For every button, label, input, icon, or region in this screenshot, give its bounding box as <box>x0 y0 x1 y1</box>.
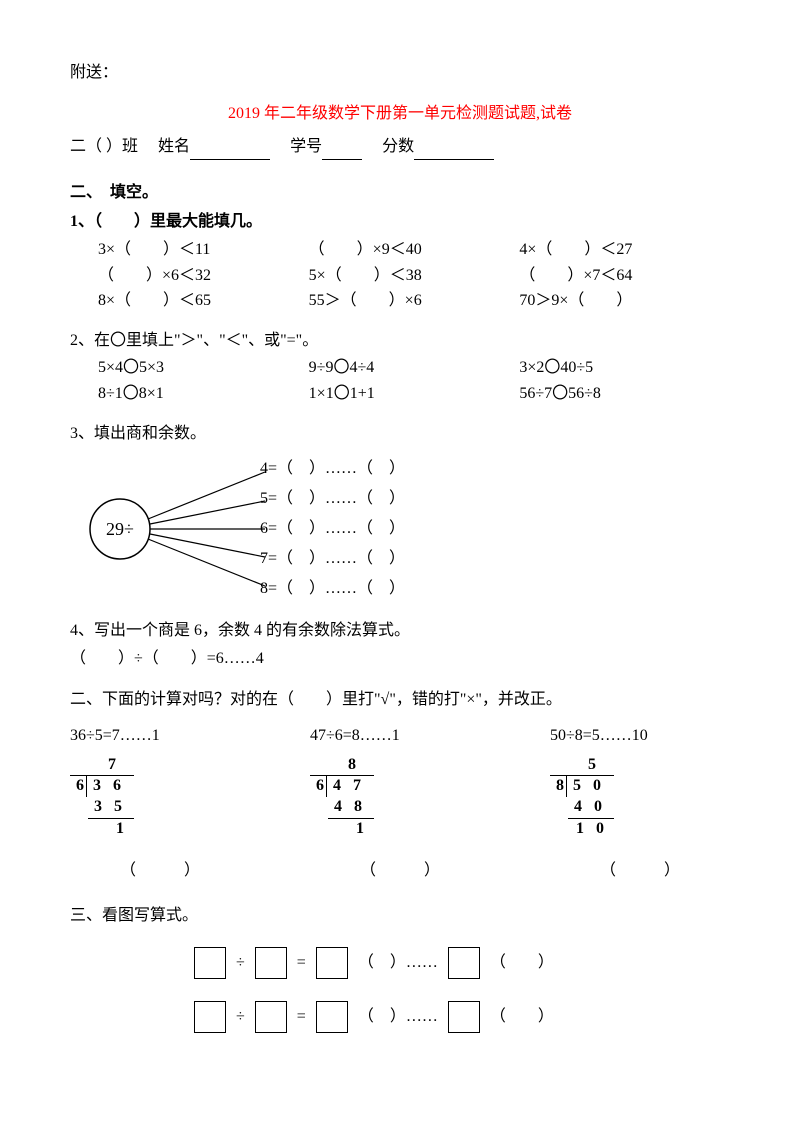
score-blank <box>414 144 494 160</box>
q4-line: （ ）÷（ ）=6……4 <box>70 646 730 672</box>
section-1-heading: 二、 填空。 <box>70 180 730 206</box>
q3-lines: 4=（ ）……（ ） 5=（ ）……（ ） 6=（ ）……（ ） 7=（ ）……… <box>260 454 405 604</box>
info-line: 二（ ）班 姓名 学号 分数 <box>70 134 730 160</box>
box-equations: ÷ = （ ）…… （ ） ÷ = （ ）…… （ ） <box>190 947 730 1033</box>
box <box>448 1001 480 1033</box>
section-2-heading: 二、下面的计算对吗？对的在（ ）里打"√"，错的打"×"，并改正。 <box>70 687 730 713</box>
box <box>255 1001 287 1033</box>
box <box>316 1001 348 1033</box>
box <box>255 947 287 979</box>
section-3-heading: 三、看图写算式。 <box>70 903 730 929</box>
header-note: 附送： <box>70 60 730 86</box>
ldiv-3: 50÷8=5……10 5 85 0 4 0 1 0 <box>550 723 730 840</box>
page-title: 2019 年二年级数学下册第一单元检测题试题,试卷 <box>70 101 730 127</box>
q2-body: 5×4〇5×39÷9〇4÷43×2〇40÷5 8÷1〇8×11×1〇1+156÷… <box>98 355 730 406</box>
q1-title: 1、（ ）里最大能填几。 <box>70 209 730 235</box>
box <box>316 947 348 979</box>
q2-title: 2、在〇里填上"＞"、"＜"、或"="。 <box>70 328 730 354</box>
ldiv-1: 36÷5=7……1 7 63 6 3 5 1 <box>70 723 250 840</box>
score-label: 分数 <box>382 138 414 155</box>
q3-title: 3、填出商和余数。 <box>70 421 730 447</box>
id-label: 学号 <box>290 138 322 155</box>
paren-row: （ ） （ ） （ ） <box>70 858 730 884</box>
box <box>194 947 226 979</box>
q3-diagram: 29÷ 4=（ ）……（ ） 5=（ ）……（ ） 6=（ ）……（ ） 7=（… <box>70 454 730 604</box>
q3-fan-icon: 29÷ <box>70 454 270 604</box>
svg-text:29÷: 29÷ <box>106 519 134 539</box>
box-eq-2: ÷ = （ ）…… （ ） <box>190 1001 730 1033</box>
ldiv-2: 47÷6=8……1 8 64 7 4 8 1 <box>310 723 490 840</box>
long-division-row: 36÷5=7……1 7 63 6 3 5 1 47÷6=8……1 8 64 7 … <box>70 723 730 840</box>
q4-title: 4、写出一个商是 6，余数 4 的有余数除法算式。 <box>70 618 730 644</box>
q1-body: 3×（ ）＜11（ ）×9＜404×（ ）＜27 （ ）×6＜325×（ ）＜3… <box>98 237 730 314</box>
box <box>448 947 480 979</box>
box-eq-1: ÷ = （ ）…… （ ） <box>190 947 730 979</box>
class-label: 二（ ）班 <box>70 138 138 155</box>
id-blank <box>322 144 362 160</box>
name-label: 姓名 <box>158 138 190 155</box>
name-blank <box>190 144 270 160</box>
box <box>194 1001 226 1033</box>
